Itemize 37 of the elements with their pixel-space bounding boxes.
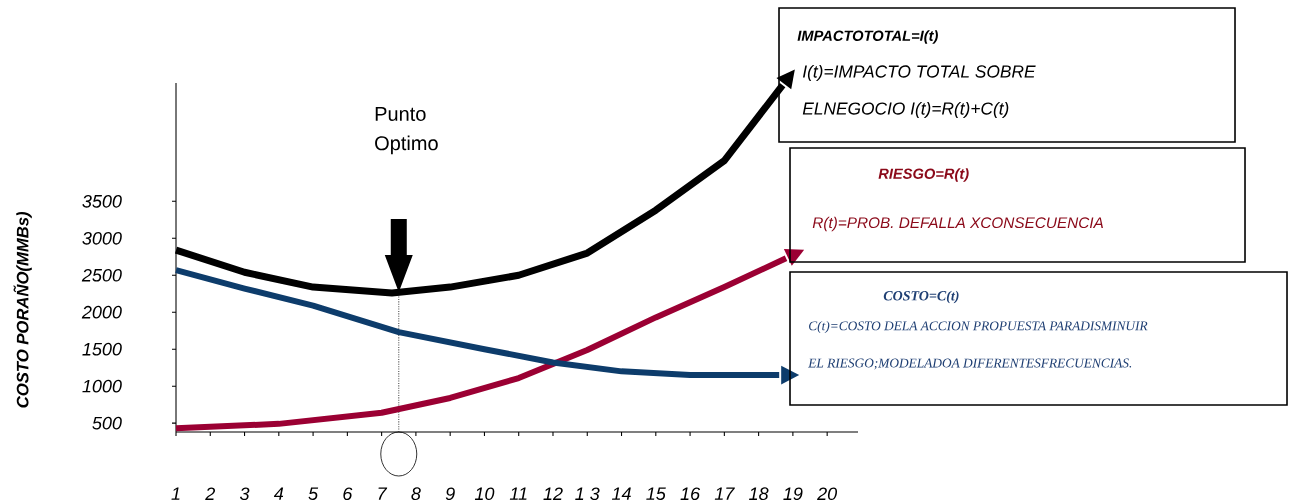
x-tick-label: 4: [273, 487, 284, 500]
x-tick-label: 14: [611, 487, 631, 500]
x-tick-label: 3: [239, 487, 250, 501]
annotation: EL RIESGO;MODELADOA DIFERENTESFRECUENCIAS.: [808, 358, 1132, 370]
text: RIESGO=R(t): [878, 168, 969, 182]
x-tick-label: 1 3: [575, 487, 600, 501]
annotation: R(t)=PROB. DEFALLA XCONSECUENCIA: [812, 216, 1103, 232]
x-tick-label: 2: [205, 487, 216, 500]
x-tick-label: 17: [714, 487, 735, 500]
x-tick-label: 16: [680, 487, 701, 501]
x-tick-label: 6: [343, 487, 353, 501]
text: IMPACTOTOTAL=I(t): [797, 30, 938, 44]
text: COSTO=C(t): [883, 290, 959, 304]
y-tick-label: 3000: [82, 231, 122, 245]
annotation: Punto Optimo: [375, 107, 438, 155]
y-tick-label: 3500: [82, 194, 122, 208]
annotation: C(t)=COSTO DELA ACCION PROPUESTA PARADISMINUIR: [809, 320, 1148, 334]
x-tick-label: 12: [543, 487, 563, 500]
x-tick-label: 1: [171, 487, 180, 500]
y-tick-label: 2000: [81, 305, 122, 319]
y-axis-title: COSTO PORAÑO(MMBs): [13, 211, 32, 408]
annotation: ELNEGOCIO I(t)=R(t)+C(t): [802, 101, 1009, 119]
x-tick-label: 11: [509, 487, 527, 500]
x-tick-label: 5: [308, 487, 319, 500]
x-tick-label: 20: [817, 487, 838, 501]
y-tick-label: 1500: [82, 342, 122, 356]
x-tick-label: 7: [378, 487, 388, 500]
y-tick-label: 1000: [82, 379, 122, 393]
x-tick-label: 9: [445, 487, 455, 501]
y-tick-label: 500: [92, 416, 122, 430]
x-tick-label: 15: [646, 487, 666, 500]
x-tick-label: 18: [749, 487, 769, 501]
x-tick-label: 19: [783, 487, 803, 501]
x-tick-label: 8: [411, 487, 421, 501]
x-tick-label: 10: [474, 487, 495, 501]
text: I(t)=IMPACTO TOTAL SOBRE: [802, 64, 1036, 82]
y-tick-label: 2500: [81, 268, 122, 282]
